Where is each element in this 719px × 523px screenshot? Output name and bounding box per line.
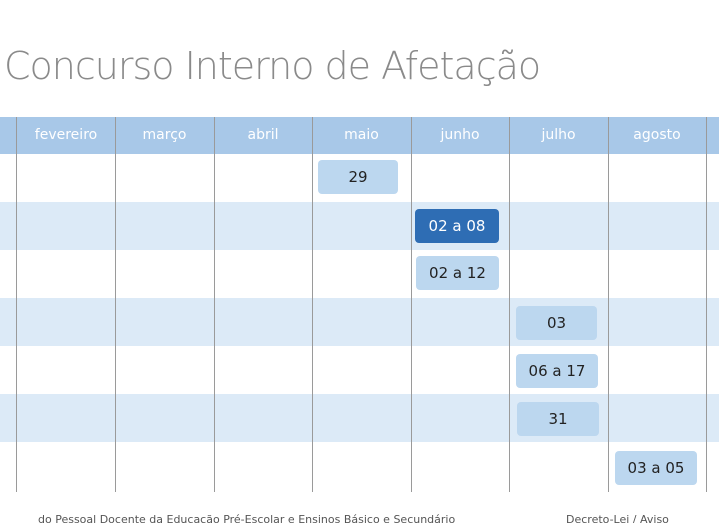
event-pill-junho-02-12[interactable]: 02 a 12 (416, 256, 499, 290)
event-pill-julho-06-17[interactable]: 06 a 17 (516, 354, 598, 388)
table-row (0, 298, 719, 346)
column-divider (312, 117, 313, 492)
column-divider (411, 117, 412, 492)
column-divider (706, 117, 707, 492)
table-row (0, 202, 719, 250)
event-pill-maio-29[interactable]: 29 (318, 160, 398, 194)
footer-text: do Pessoal Docente da Educação Pré-Escol… (38, 513, 456, 523)
footer-text-right: Decreto-Lei / Aviso (566, 513, 669, 523)
event-pill-agosto-03-05[interactable]: 03 a 05 (615, 451, 697, 485)
table-row (0, 394, 719, 442)
month-header-abril: abril (247, 127, 279, 143)
event-pill-julho-03[interactable]: 03 (516, 306, 597, 340)
month-header-maio: maio (344, 127, 379, 143)
month-header: fevereiro março abril maio junho julho a… (0, 117, 719, 154)
event-pill-junho-02-08[interactable]: 02 a 08 (415, 209, 499, 243)
column-divider (16, 117, 17, 492)
month-header-marco: março (142, 127, 187, 143)
page-title: Concurso Interno de Afetação (4, 44, 541, 88)
column-divider (608, 117, 609, 492)
table-row (0, 346, 719, 394)
month-header-julho: julho (541, 127, 576, 143)
month-header-junho: junho (440, 127, 480, 143)
event-pill-julho-31[interactable]: 31 (517, 402, 599, 436)
month-header-fevereiro: fevereiro (34, 127, 98, 143)
table-row (0, 250, 719, 298)
column-divider (115, 117, 116, 492)
column-divider (214, 117, 215, 492)
month-header-agosto: agosto (633, 127, 681, 143)
table-row (0, 442, 719, 492)
column-divider (509, 117, 510, 492)
